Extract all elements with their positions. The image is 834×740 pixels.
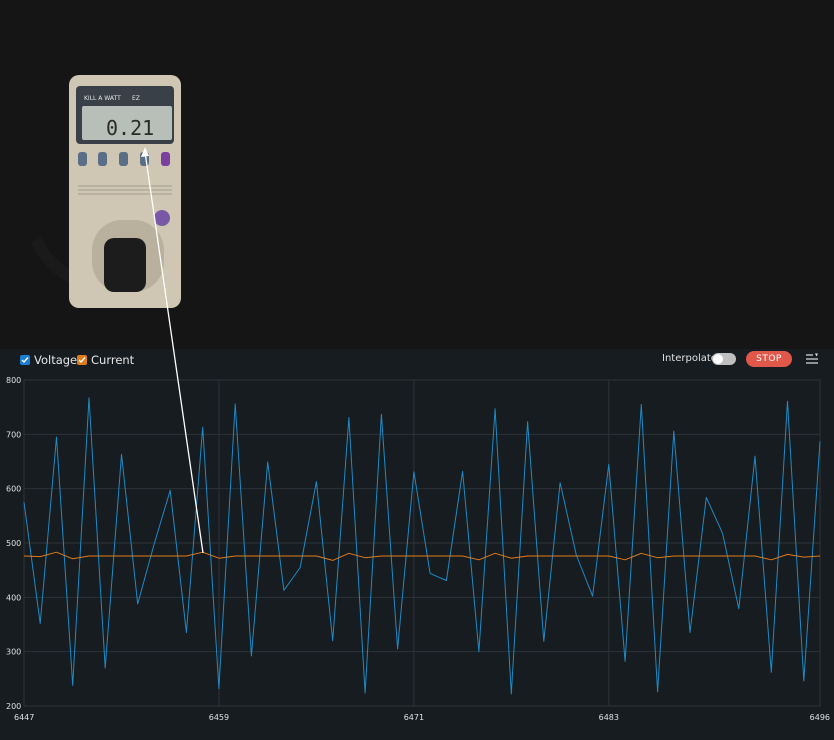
- toggle-knob: [713, 354, 723, 364]
- current-series-line: [23, 551, 821, 561]
- interpolate-label: Interpolate: [662, 353, 717, 364]
- legend-current[interactable]: Current: [77, 353, 134, 367]
- y-axis-labels: 200 300 400 500 600 700 800: [6, 376, 21, 711]
- y-tick-label: 300: [6, 648, 21, 657]
- x-axis-labels: 6447 6459 6471 6483 6496: [14, 713, 830, 722]
- x-tick-label: 6447: [14, 713, 34, 722]
- y-tick-label: 500: [6, 539, 21, 548]
- meter-logo: [154, 210, 170, 226]
- check-icon: [21, 357, 29, 364]
- meter-lcd: [82, 106, 172, 140]
- plot-panel: 200 300 400 500 600 700 800 6447 6459 6471 6483 64…: [0, 349, 834, 740]
- voltage-legend-label: Voltage: [34, 353, 78, 367]
- y-tick-label: 200: [6, 702, 21, 711]
- x-tick-label: 6459: [209, 713, 229, 722]
- toolbar: Voltage Current Interpolate STOP: [0, 349, 834, 373]
- power-meter-photo: KILL A WATT EZ 0.21: [30, 75, 181, 308]
- check-icon: [78, 357, 86, 364]
- y-tick-label: 800: [6, 376, 21, 385]
- chart-lines: [23, 397, 821, 695]
- interpolate-toggle[interactable]: [712, 353, 736, 365]
- x-tick-label: 6496: [810, 713, 830, 722]
- voltage-checkbox[interactable]: [20, 355, 30, 365]
- x-tick-label: 6471: [404, 713, 424, 722]
- y-tick-label: 400: [6, 593, 21, 602]
- x-tick-label: 6483: [599, 713, 619, 722]
- meter-display-value: 0.21: [106, 116, 154, 140]
- y-tick-label: 700: [6, 430, 21, 439]
- current-legend-label: Current: [91, 353, 135, 367]
- list-settings-icon[interactable]: [805, 352, 819, 366]
- plug: [104, 238, 146, 292]
- voltage-series-line: [23, 397, 821, 695]
- legend-voltage[interactable]: Voltage: [20, 353, 77, 367]
- meter-brand-text: KILL A WATT: [84, 95, 121, 102]
- stop-button[interactable]: STOP: [746, 351, 792, 367]
- y-tick-label: 600: [6, 485, 21, 494]
- camera-image-area: KILL A WATT EZ 0.21: [0, 0, 834, 349]
- current-checkbox[interactable]: [77, 355, 87, 365]
- meter-model-text: EZ: [132, 95, 140, 102]
